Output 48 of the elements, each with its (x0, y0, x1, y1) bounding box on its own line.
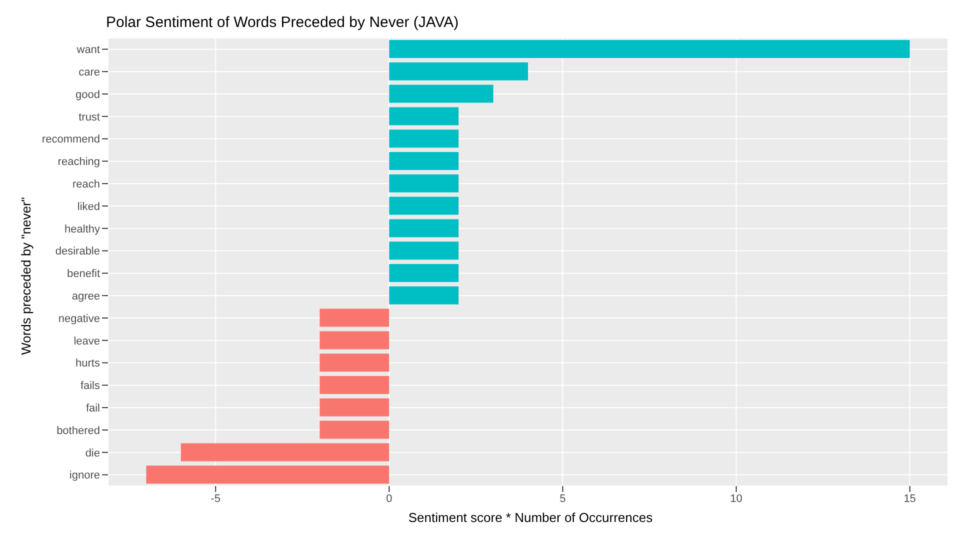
y-tick-label: fail (86, 402, 100, 415)
chart-title: Polar Sentiment of Words Preceded by Never (JAVA) (106, 14, 459, 31)
bar (180, 443, 390, 462)
bar (389, 242, 459, 260)
bar (320, 398, 390, 416)
bar (389, 107, 459, 126)
bar (320, 420, 390, 439)
y-tick-label: fails (80, 380, 100, 392)
x-axis-title: Sentiment score * Number of Occurrences (407, 510, 654, 525)
bar (389, 196, 459, 215)
bar (389, 174, 459, 192)
bar (389, 264, 459, 282)
y-tick-label: healthy (64, 223, 100, 236)
bar (320, 308, 390, 327)
bar (146, 466, 390, 484)
y-tick-label: liked (77, 200, 100, 213)
bar (320, 376, 390, 394)
y-tick-label: bothered (56, 424, 100, 437)
y-tick-label: care (78, 66, 100, 79)
y-tick-label: hurts (76, 358, 100, 370)
bar (389, 152, 459, 170)
y-tick-label: leave (74, 335, 100, 348)
y-axis-title: Words preceded by "never" (18, 197, 34, 355)
x-tick-label: 5 (560, 492, 566, 505)
y-tick-label: want (76, 44, 100, 56)
y-tick-label: good (76, 88, 100, 101)
x-tick-label: -5 (210, 492, 220, 505)
y-tick-label: negative (58, 312, 100, 325)
bar (389, 84, 494, 103)
y-tick-label: reaching (58, 156, 100, 168)
bar (389, 219, 459, 238)
bar (320, 354, 390, 372)
x-tick-label: 10 (730, 492, 742, 505)
bar (389, 286, 459, 304)
y-tick-label: agree (72, 290, 100, 303)
bar (389, 130, 459, 148)
y-tick-label: recommend (42, 134, 100, 146)
y-tick-label: trust (78, 111, 100, 124)
y-tick-label: reach (72, 178, 100, 191)
bar (389, 40, 910, 58)
y-tick-label: ignore (69, 470, 100, 482)
x-tick-label: 0 (386, 492, 392, 505)
y-tick-label: die (85, 447, 100, 460)
y-tick-label: desirable (55, 246, 100, 258)
bar (320, 331, 390, 350)
y-tick-label: benefit (66, 268, 100, 280)
bar (389, 62, 528, 80)
x-tick-label: 15 (904, 492, 916, 505)
